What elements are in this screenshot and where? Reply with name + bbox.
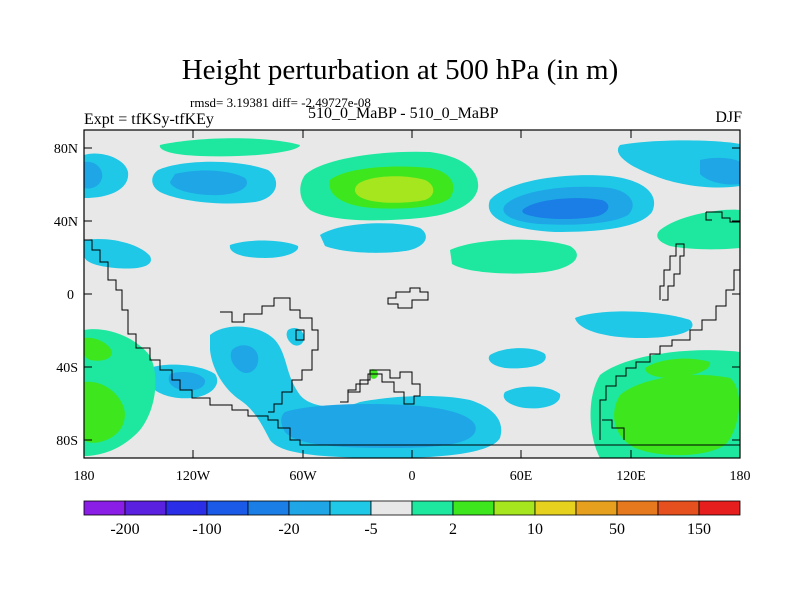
contour-green-east-asia: [657, 209, 740, 250]
colorbar-label: -20: [278, 521, 299, 538]
contour-blue-northwest: [84, 161, 103, 189]
colorbar-label: -200: [110, 521, 139, 538]
colorbar-label: -100: [192, 521, 221, 538]
contour-cyan-south-band: [575, 311, 693, 338]
y-tick-0: 0: [67, 288, 74, 303]
x-tick-120e: 120E: [616, 469, 646, 484]
coastline-south-america: [220, 297, 319, 413]
season-label: DJF: [715, 109, 742, 126]
coastlines: [84, 211, 740, 446]
contour-cyan-south-small: [488, 348, 546, 369]
colorbar-swatch: [616, 500, 659, 516]
x-tick-120w: 120W: [176, 469, 211, 484]
y-tick-labels: 80N 40N 0 40S 80S: [54, 142, 78, 449]
x-tick-180e: 180: [730, 469, 751, 484]
experiment-label: Expt = tfKSy-tfKEy: [84, 111, 214, 128]
coastline-east-asia: [659, 243, 685, 301]
coastline-japan: [705, 211, 740, 223]
coastline-africa: [340, 369, 421, 405]
contour-green2-southeast: [614, 374, 740, 456]
y-tick-80s: 80S: [56, 434, 78, 449]
coastline-antarctic-east: [602, 419, 625, 440]
y-tick-80n: 80N: [54, 142, 78, 157]
contour-cyan-west-band: [84, 238, 151, 269]
coastline-equatorial: [387, 287, 429, 309]
colorbar-swatch: [247, 500, 290, 516]
contour-cyan-arctic-west: [159, 138, 300, 157]
colorbar-swatch: [575, 500, 618, 516]
colorbar-swatch: [452, 500, 495, 516]
colorbar-swatch: [698, 500, 741, 516]
colorbar-swatch: [165, 500, 208, 516]
contour-cyan-americas: [229, 240, 299, 258]
contour-blue-arctic-east: [700, 157, 740, 185]
coastline-east: [599, 269, 740, 440]
colorbar-swatch: [493, 500, 536, 516]
colorbar-swatch: [288, 500, 331, 516]
x-tick-180w: 180: [74, 469, 95, 484]
x-tick-0: 0: [409, 469, 416, 484]
x-tick-60e: 60E: [510, 469, 533, 484]
contour-blue-samerica: [230, 345, 259, 374]
contour-cyan-midpacific: [320, 223, 426, 253]
colorbar-swatch: [370, 500, 413, 516]
axis-ticks: [83, 130, 741, 458]
colorbar-swatch: [83, 500, 126, 516]
contour-cyan-south-atlantic: [286, 328, 305, 346]
colorbar-swatch: [206, 500, 249, 516]
colorbar-label: -5: [364, 521, 377, 538]
colorbar-swatch: [124, 500, 167, 516]
contour-blue-northeast-pacific: [170, 170, 248, 196]
contour-fills: [84, 138, 740, 458]
center-label: 510_0_MaBP - 510_0_MaBP: [308, 105, 499, 122]
colorbar: -200 -100 -20 -5 2 10 50 150: [83, 500, 741, 538]
colorbar-label: 2: [449, 521, 457, 538]
contour-green2-southwest-top: [84, 337, 112, 361]
contour-cyan-south-small2: [503, 386, 561, 409]
y-tick-40n: 40N: [54, 215, 78, 230]
contour-green2-southwest: [84, 381, 125, 443]
stats-label: rmsd= 3.19381 diff= -2.49727e-08: [190, 95, 371, 110]
colorbar-swatch: [329, 500, 372, 516]
colorbar-label: 150: [687, 521, 711, 538]
map-title: Height perturbation at 500 hPa (in m): [181, 54, 619, 86]
colorbar-label: 50: [609, 521, 625, 538]
y-tick-40s: 40S: [56, 361, 78, 376]
contour-green-midasia: [450, 239, 577, 274]
x-tick-60w: 60W: [289, 469, 317, 484]
colorbar-swatch: [534, 500, 577, 516]
contour-blue-south-pacific: [281, 404, 476, 448]
x-tick-labels: 180 120W 60W 0 60E 120E 180: [74, 469, 751, 484]
colorbar-swatch: [411, 500, 454, 516]
contour-green-southeast-top: [645, 358, 711, 378]
contour-yellow-atlantic: [354, 176, 434, 203]
contour-darkblue-eurasia: [522, 198, 609, 219]
coastline-americas: [84, 239, 740, 446]
colorbar-label: 10: [527, 521, 543, 538]
contour-blue-spacific-west: [168, 372, 206, 391]
colorbar-swatch: [657, 500, 700, 516]
coastline-small-island: [295, 329, 305, 341]
